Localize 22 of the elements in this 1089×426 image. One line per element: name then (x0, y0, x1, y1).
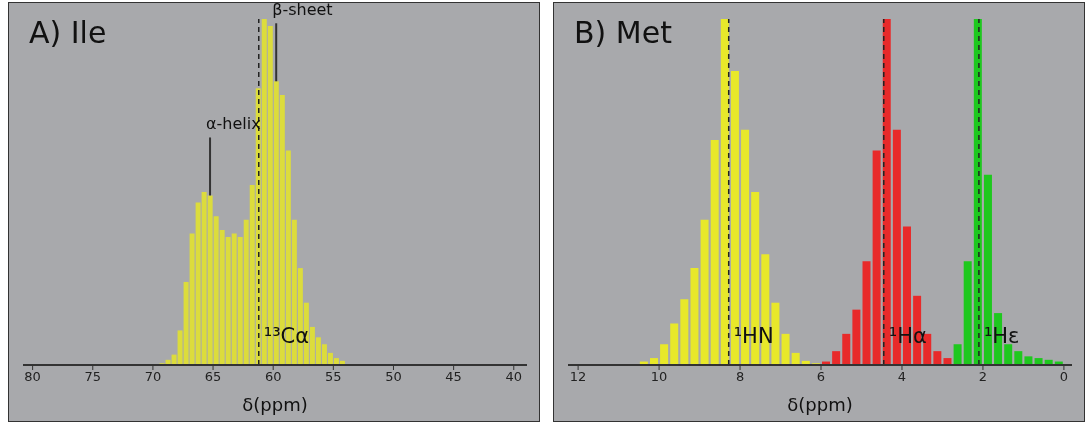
x-axis-title: δ(ppm) (242, 394, 308, 415)
x-tick-label: 0 (1059, 369, 1069, 385)
x-tick-label: 55 (325, 369, 342, 385)
x-tick-label: 4 (897, 369, 907, 385)
x-tick-label: 80 (24, 369, 41, 385)
x-tick-label: 8 (735, 369, 745, 385)
x-tick-label: 60 (264, 369, 282, 385)
x-tick-label: 70 (144, 369, 162, 385)
x-tick-label: 65 (204, 369, 222, 385)
chart-title: A) Ile (29, 15, 107, 50)
x-tick-label: 50 (385, 369, 402, 385)
x-tick-label: 75 (84, 369, 102, 385)
chart-title: B) Met (574, 15, 672, 50)
x-tick-label: 10 (650, 369, 668, 385)
x-tick-label: 12 (569, 369, 587, 385)
annotation: β-sheet (272, 0, 333, 20)
x-axis-title: δ(ppm) (787, 394, 853, 415)
ref-line-label: ¹³Cα (263, 324, 310, 348)
x-tick-label: 40 (505, 369, 523, 385)
x-tick-label: 6 (816, 369, 826, 385)
x-tick-label: 2 (978, 369, 988, 385)
x-tick-label: 45 (445, 369, 462, 385)
